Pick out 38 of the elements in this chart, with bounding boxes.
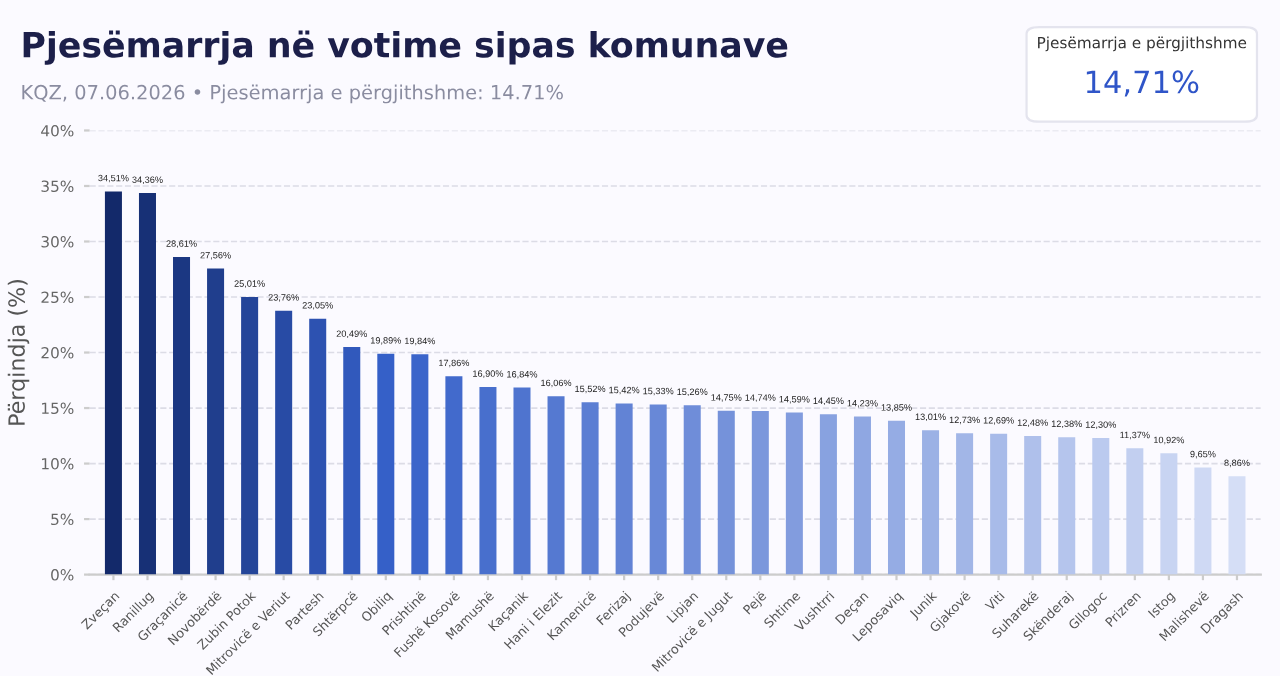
bar (683, 405, 701, 575)
bar (1194, 467, 1212, 575)
bar (649, 404, 667, 575)
chart-title: Pjesëmarrja në votime sipas komunave (23, 30, 788, 65)
bar (309, 318, 327, 575)
bar (173, 256, 191, 575)
bar (547, 396, 565, 575)
chart-subtitle: KQZ, 07.06.2026 • Pjesëmarrja e përgjithshme: 14.71% (22, 84, 563, 104)
bar (411, 354, 429, 575)
bar (138, 193, 156, 575)
bar (377, 353, 395, 575)
bar (513, 387, 531, 575)
bar (479, 386, 497, 575)
bar (615, 403, 633, 575)
bar (990, 433, 1008, 575)
bar (1058, 437, 1076, 575)
bar (751, 410, 769, 575)
bar (1024, 436, 1042, 575)
bar (1126, 448, 1144, 575)
bar (207, 268, 225, 575)
bar (445, 376, 463, 575)
bar (104, 191, 122, 575)
bar (717, 410, 735, 575)
bar (853, 416, 871, 575)
bar (1160, 453, 1178, 575)
y-axis-title: Përqindja (%) (7, 280, 30, 425)
bar (887, 420, 906, 575)
bar (275, 310, 293, 575)
bar (922, 430, 940, 575)
bar (785, 412, 803, 575)
text: 14,71% (1086, 70, 1199, 97)
bar (241, 296, 259, 575)
bar (581, 402, 599, 575)
bar (343, 347, 361, 575)
bar (1228, 476, 1246, 575)
bar (819, 414, 837, 575)
bar (956, 433, 974, 575)
bar (1092, 438, 1110, 575)
